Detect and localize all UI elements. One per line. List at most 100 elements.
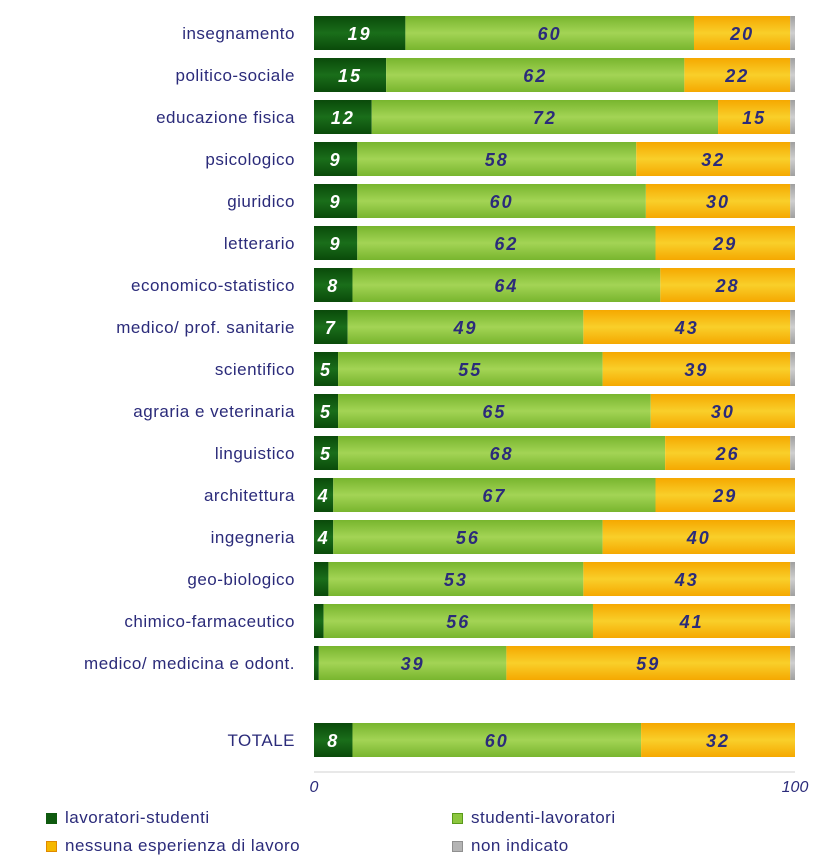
value-label-studenti-lavoratori-chimico-farmaceutico: 56 [446,612,470,632]
bar-studenti-lavoratori-ingegneria [333,520,603,554]
value-label-studenti-lavoratori-psicologico: 58 [485,150,509,170]
value-label-studenti-lavoratori-scientifico: 55 [458,360,482,380]
bar-lavoratori-studenti-medico-prof-sanitarie [314,310,348,344]
bar-lavoratori-studenti-insegnamento [314,16,406,50]
bar-nessuna-esperienza-di-lavoro-scientifico [602,352,791,386]
category-label-letterario: letterario [224,234,295,253]
bar-studenti-lavoratori-agraria-e-veterinaria [338,394,651,428]
legend-swatch-nessuna-esperienza [46,840,57,852]
bar-lavoratori-studenti-linguistico [314,436,339,470]
bar-studenti-lavoratori-economico-statistico [352,268,661,302]
value-label-studenti-lavoratori-geo-biologico: 53 [444,570,468,590]
value-label-nessuna-esperienza-di-lavoro-politico-sociale: 22 [724,66,749,86]
bar-studenti-lavoratori-chimico-farmaceutico [323,604,593,638]
bar-nessuna-esperienza-di-lavoro-letterario [655,226,795,260]
bar-nessuna-esperienza-di-lavoro-politico-sociale [684,58,791,92]
value-label-lavoratori-studenti-psicologico: 9 [330,150,342,170]
x-tick-0: 0 [310,779,319,796]
value-label-lavoratori-studenti-letterario: 9 [330,234,342,254]
legend-label: non indicato [471,836,569,855]
bar-studenti-lavoratori-insegnamento [405,16,694,50]
value-label-lavoratori-studenti-giuridico: 9 [330,192,342,212]
category-labels-group: insegnamento politico-sociale educazione f… [84,24,295,750]
bar-nessuna-esperienza-di-lavoro-architettura [655,478,795,512]
value-label-studenti-lavoratori-totale: 60 [485,731,509,751]
bar-nessuna-esperienza-di-lavoro-giuridico [645,184,791,218]
value-label-lavoratori-studenti-medico-prof-sanitarie: 7 [325,318,337,338]
bar-nessuna-esperienza-di-lavoro-linguistico [665,436,791,470]
legend-swatch-lavoratori-studenti [46,812,57,824]
value-label-studenti-lavoratori-medico-medicina-e-odont: 39 [401,654,425,674]
bar-non-indicato-psicologico [790,142,795,176]
category-label-scientifico: scientifico [215,360,295,379]
value-label-nessuna-esperienza-di-lavoro-linguistico: 26 [715,444,740,464]
bar-nessuna-esperienza-di-lavoro-agraria-e-veterinaria [650,394,795,428]
bar-nessuna-esperienza-di-lavoro-insegnamento [693,16,791,50]
category-label-agraria-e-veterinaria: agraria e veterinaria [133,402,295,421]
bar-lavoratori-studenti-agraria-e-veterinaria [314,394,339,428]
value-label-lavoratori-studenti-economico-statistico: 8 [327,276,339,296]
legend-item-nessuna-esperienza: nessuna esperienza di lavoro [46,836,300,856]
legend-item-studenti-lavoratori: studenti-lavoratori [452,808,616,828]
bar-studenti-lavoratori-scientifico [338,352,603,386]
value-label-studenti-lavoratori-politico-sociale: 62 [523,66,547,86]
bar-studenti-lavoratori-medico-medicina-e-odont [318,646,507,680]
bar-lavoratori-studenti-totale [314,723,353,757]
bar-lavoratori-studenti-economico-statistico [314,268,353,302]
bar-studenti-lavoratori-giuridico [357,184,646,218]
bar-lavoratori-studenti-architettura [314,478,334,512]
bar-studenti-lavoratori-totale [352,723,642,757]
legend-swatch-non-indicato [452,840,463,852]
bar-studenti-lavoratori-letterario [357,226,656,260]
legend-swatch-studenti-lavoratori [452,812,463,824]
value-label-nessuna-esperienza-di-lavoro-architettura: 29 [712,486,737,506]
value-label-nessuna-esperienza-di-lavoro-giuridico: 30 [706,192,730,212]
bar-non-indicato-scientifico [790,352,795,386]
bar-studenti-lavoratori-architettura [333,478,656,512]
legend: lavoratori-studenti studenti-lavoratori … [0,800,815,861]
category-label-chimico-farmaceutico: chimico-farmaceutico [124,612,295,631]
category-label-linguistico: linguistico [215,444,295,463]
value-label-lavoratori-studenti-linguistico: 5 [320,444,332,464]
value-label-lavoratori-studenti-agraria-e-veterinaria: 5 [320,402,332,422]
value-label-studenti-lavoratori-giuridico: 60 [490,192,514,212]
value-label-nessuna-esperienza-di-lavoro-ingegneria: 40 [686,528,711,548]
bar-nessuna-esperienza-di-lavoro-ingegneria [602,520,795,554]
value-label-lavoratori-studenti-scientifico: 5 [320,360,332,380]
value-label-nessuna-esperienza-di-lavoro-agraria-e-veterinaria: 30 [711,402,735,422]
bar-studenti-lavoratori-educazione-fisica [371,100,719,134]
bar-nessuna-esperienza-di-lavoro-economico-statistico [660,268,795,302]
value-label-nessuna-esperienza-di-lavoro-educazione-fisica: 15 [742,108,766,128]
bar-non-indicato-giuridico [790,184,795,218]
category-label-medico-medicina-e-odont: medico/ medicina e odont. [84,654,295,673]
bar-lavoratori-studenti-giuridico [314,184,358,218]
value-label-nessuna-esperienza-di-lavoro-geo-biologico: 43 [674,570,699,590]
bar-nessuna-esperienza-di-lavoro-chimico-farmaceutico [592,604,791,638]
legend-label: lavoratori-studenti [65,808,210,827]
bar-non-indicato-chimico-farmaceutico [790,604,795,638]
bar-non-indicato-insegnamento [790,16,795,50]
value-label-studenti-lavoratori-insegnamento: 60 [538,24,562,44]
category-label-insegnamento: insegnamento [182,24,295,43]
value-label-studenti-lavoratori-letterario: 62 [494,234,518,254]
category-label-geo-biologico: geo-biologico [187,570,295,589]
value-label-studenti-lavoratori-architettura: 67 [482,486,506,506]
bar-nessuna-esperienza-di-lavoro-medico-medicina-e-odont [506,646,791,680]
category-label-medico-prof-sanitarie: medico/ prof. sanitarie [116,318,295,337]
value-label-lavoratori-studenti-insegnamento: 19 [348,24,372,44]
bar-lavoratori-studenti-ingegneria [314,520,334,554]
category-label-economico-statistico: economico-statistico [131,276,295,295]
bar-lavoratori-studenti-scientifico [314,352,339,386]
bar-lavoratori-studenti-politico-sociale [314,58,387,92]
bar-non-indicato-linguistico [790,436,795,470]
bar-non-indicato-geo-biologico [790,562,795,596]
bar-studenti-lavoratori-politico-sociale [386,58,685,92]
bar-lavoratori-studenti-educazione-fisica [314,100,372,134]
category-label-totale: TOTALE [227,731,295,750]
value-label-studenti-lavoratori-educazione-fisica: 72 [533,108,557,128]
value-label-lavoratori-studenti-educazione-fisica: 12 [331,108,355,128]
category-label-educazione-fisica: educazione fisica [156,108,295,127]
bar-studenti-lavoratori-medico-prof-sanitarie [347,310,584,344]
